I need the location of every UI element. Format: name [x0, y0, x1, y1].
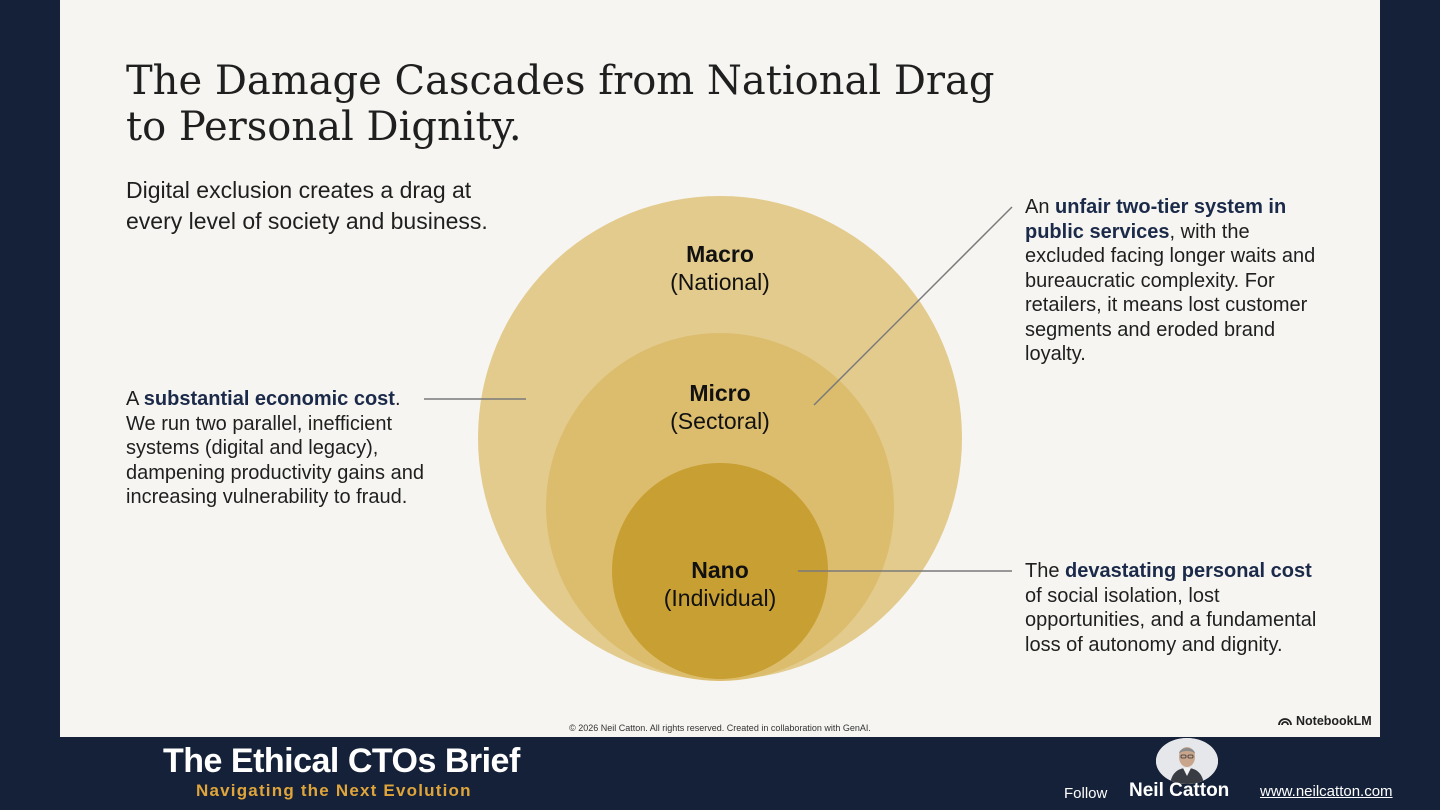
- micro-note: An unfair two-tier system in public serv…: [1025, 196, 1316, 365]
- nano-scope: (Individual): [663, 585, 777, 611]
- micro-scope: (Sectoral): [670, 408, 770, 434]
- website-link[interactable]: www.neilcatton.com: [1260, 783, 1393, 800]
- micro-label: Micro (Sectoral): [670, 379, 770, 435]
- avatar[interactable]: [1156, 738, 1218, 784]
- copyright-text: © 2026 Neil Catton. All rights reserved.…: [569, 723, 871, 733]
- micro-connector: [813, 206, 1013, 406]
- macro-note: A substantial economic cost. We run two …: [126, 388, 424, 508]
- nano-label: Nano (Individual): [664, 556, 777, 612]
- nano-note: The devastating personal cost of social …: [1025, 560, 1317, 656]
- slide: The Damage Cascades from National Drag t…: [60, 0, 1380, 737]
- notebooklm-watermark: NotebookLM: [1278, 714, 1372, 728]
- macro-name: Macro: [686, 241, 754, 267]
- notebooklm-icon: [1278, 718, 1292, 726]
- person-avatar-icon: [1156, 738, 1218, 784]
- brand-subtitle: Navigating the Next Evolution: [196, 781, 472, 800]
- nano-circle: [612, 463, 828, 679]
- slide-subtitle: Digital exclusion creates a drag at ever…: [126, 177, 488, 234]
- slide-title: The Damage Cascades from National Drag t…: [126, 58, 995, 150]
- brand-title: The Ethical CTOs Brief: [163, 742, 520, 780]
- nano-name: Nano: [691, 557, 749, 583]
- macro-scope: (National): [670, 269, 770, 295]
- author-name[interactable]: Neil Catton: [1129, 780, 1230, 801]
- micro-name: Micro: [689, 380, 751, 406]
- macro-label: Macro (National): [670, 240, 770, 296]
- nested-circles-diagram: [424, 196, 1013, 681]
- follow-label[interactable]: Follow: [1064, 785, 1108, 802]
